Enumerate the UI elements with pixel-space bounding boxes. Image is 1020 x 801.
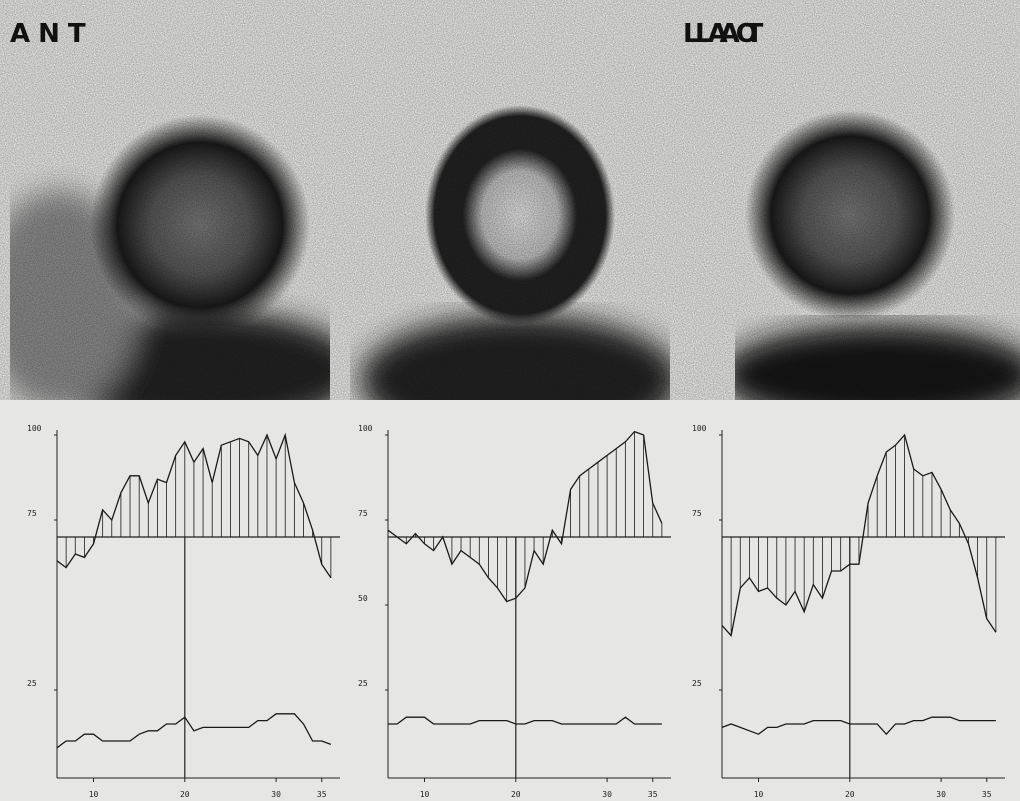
y-tick-label: 25	[27, 679, 37, 688]
x-tick-label: 30	[936, 790, 946, 799]
x-tick-label: 35	[982, 790, 992, 799]
x-tick-label: 20	[845, 790, 855, 799]
x-tick-label: 10	[754, 790, 764, 799]
series-line	[56, 713, 332, 749]
y-tick-label: 100	[692, 424, 707, 433]
x-tick-label: 20	[180, 790, 190, 799]
x-tick-label: 30	[271, 790, 281, 799]
y-tick-label: 100	[27, 424, 42, 433]
y-tick-label: 75	[692, 509, 702, 518]
chart-title: LAO	[683, 19, 766, 49]
series-line	[388, 716, 662, 725]
x-tick-label: 35	[317, 790, 327, 799]
series-line	[721, 433, 997, 638]
y-tick-label: 75	[358, 509, 368, 518]
y-tick-label: 50	[358, 594, 368, 603]
x-tick-label: 10	[89, 790, 99, 799]
series-line	[56, 432, 332, 579]
series-line	[721, 716, 996, 736]
series-line	[387, 430, 663, 603]
chart-title: ANT	[10, 19, 94, 49]
x-tick-label: 30	[602, 790, 612, 799]
x-tick-label: 10	[420, 790, 430, 799]
y-tick-label: 100	[358, 424, 373, 433]
y-tick-label: 75	[27, 509, 37, 518]
scan-images	[0, 0, 1020, 400]
y-tick-label: 25	[692, 679, 702, 688]
y-tick-label: 25	[358, 679, 368, 688]
x-tick-label: 35	[648, 790, 658, 799]
x-tick-label: 20	[511, 790, 521, 799]
chart-title: LAT	[695, 19, 771, 49]
